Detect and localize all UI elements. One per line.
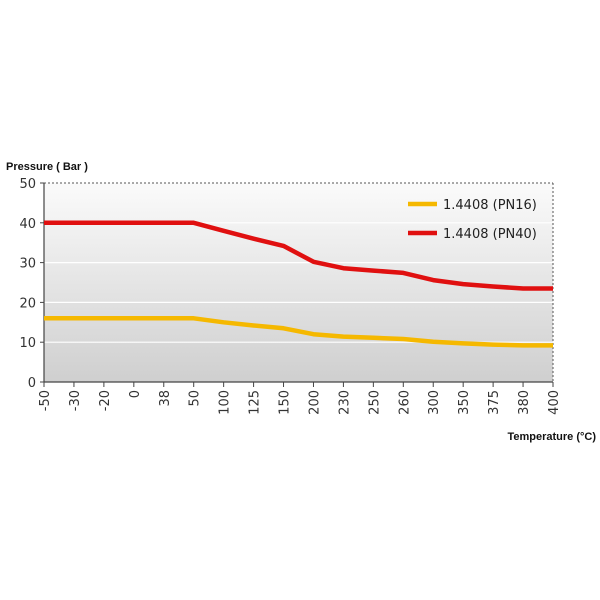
series-lines xyxy=(44,220,553,348)
x-tick-label: 230 xyxy=(337,390,352,415)
x-axis-title: Temperature (°C) xyxy=(507,431,596,443)
x-tick-label: 350 xyxy=(457,390,472,415)
x-tick-label: 300 xyxy=(427,390,442,415)
x-tick-label: -50 xyxy=(38,390,53,411)
y-axis-title: Pressure ( Bar ) xyxy=(6,161,88,173)
x-tick-label: 375 xyxy=(487,390,502,415)
y-tick-label: 0 xyxy=(28,376,36,391)
x-tick-label: 200 xyxy=(307,390,322,415)
x-tick-label: 150 xyxy=(278,390,293,415)
series-line-pn40 xyxy=(44,220,553,291)
x-tick-label: 0 xyxy=(128,390,143,398)
x-tick-label: 400 xyxy=(547,390,562,415)
x-tick-label: 100 xyxy=(218,390,233,415)
x-tick-label: -30 xyxy=(68,390,83,411)
x-tick-label: 38 xyxy=(158,390,173,407)
y-tick-label: 50 xyxy=(19,177,36,192)
legend-label: 1.4408 (PN40) xyxy=(443,227,537,242)
y-tick-label: 30 xyxy=(19,257,36,272)
x-tick-label: 260 xyxy=(397,390,412,415)
series-line-pn16 xyxy=(44,316,553,348)
x-tick-label: -20 xyxy=(98,390,113,411)
x-tick-label: 250 xyxy=(367,390,382,415)
x-tick-label: 50 xyxy=(188,390,203,407)
y-tick-label: 10 xyxy=(19,336,36,351)
x-tick-label: 380 xyxy=(517,390,532,415)
y-tick-label: 20 xyxy=(19,296,36,311)
axes: 0 10 20 30 40 50 -50 -30 -20 0 38 50 100 125 150 200 230… xyxy=(19,177,562,415)
legend-label: 1.4408 (PN16) xyxy=(443,198,537,213)
y-tick-label: 40 xyxy=(19,217,36,232)
x-tick-label: 125 xyxy=(248,390,263,415)
legend: 1.4408 (PN16) 1.4408 (PN40) xyxy=(408,198,537,242)
